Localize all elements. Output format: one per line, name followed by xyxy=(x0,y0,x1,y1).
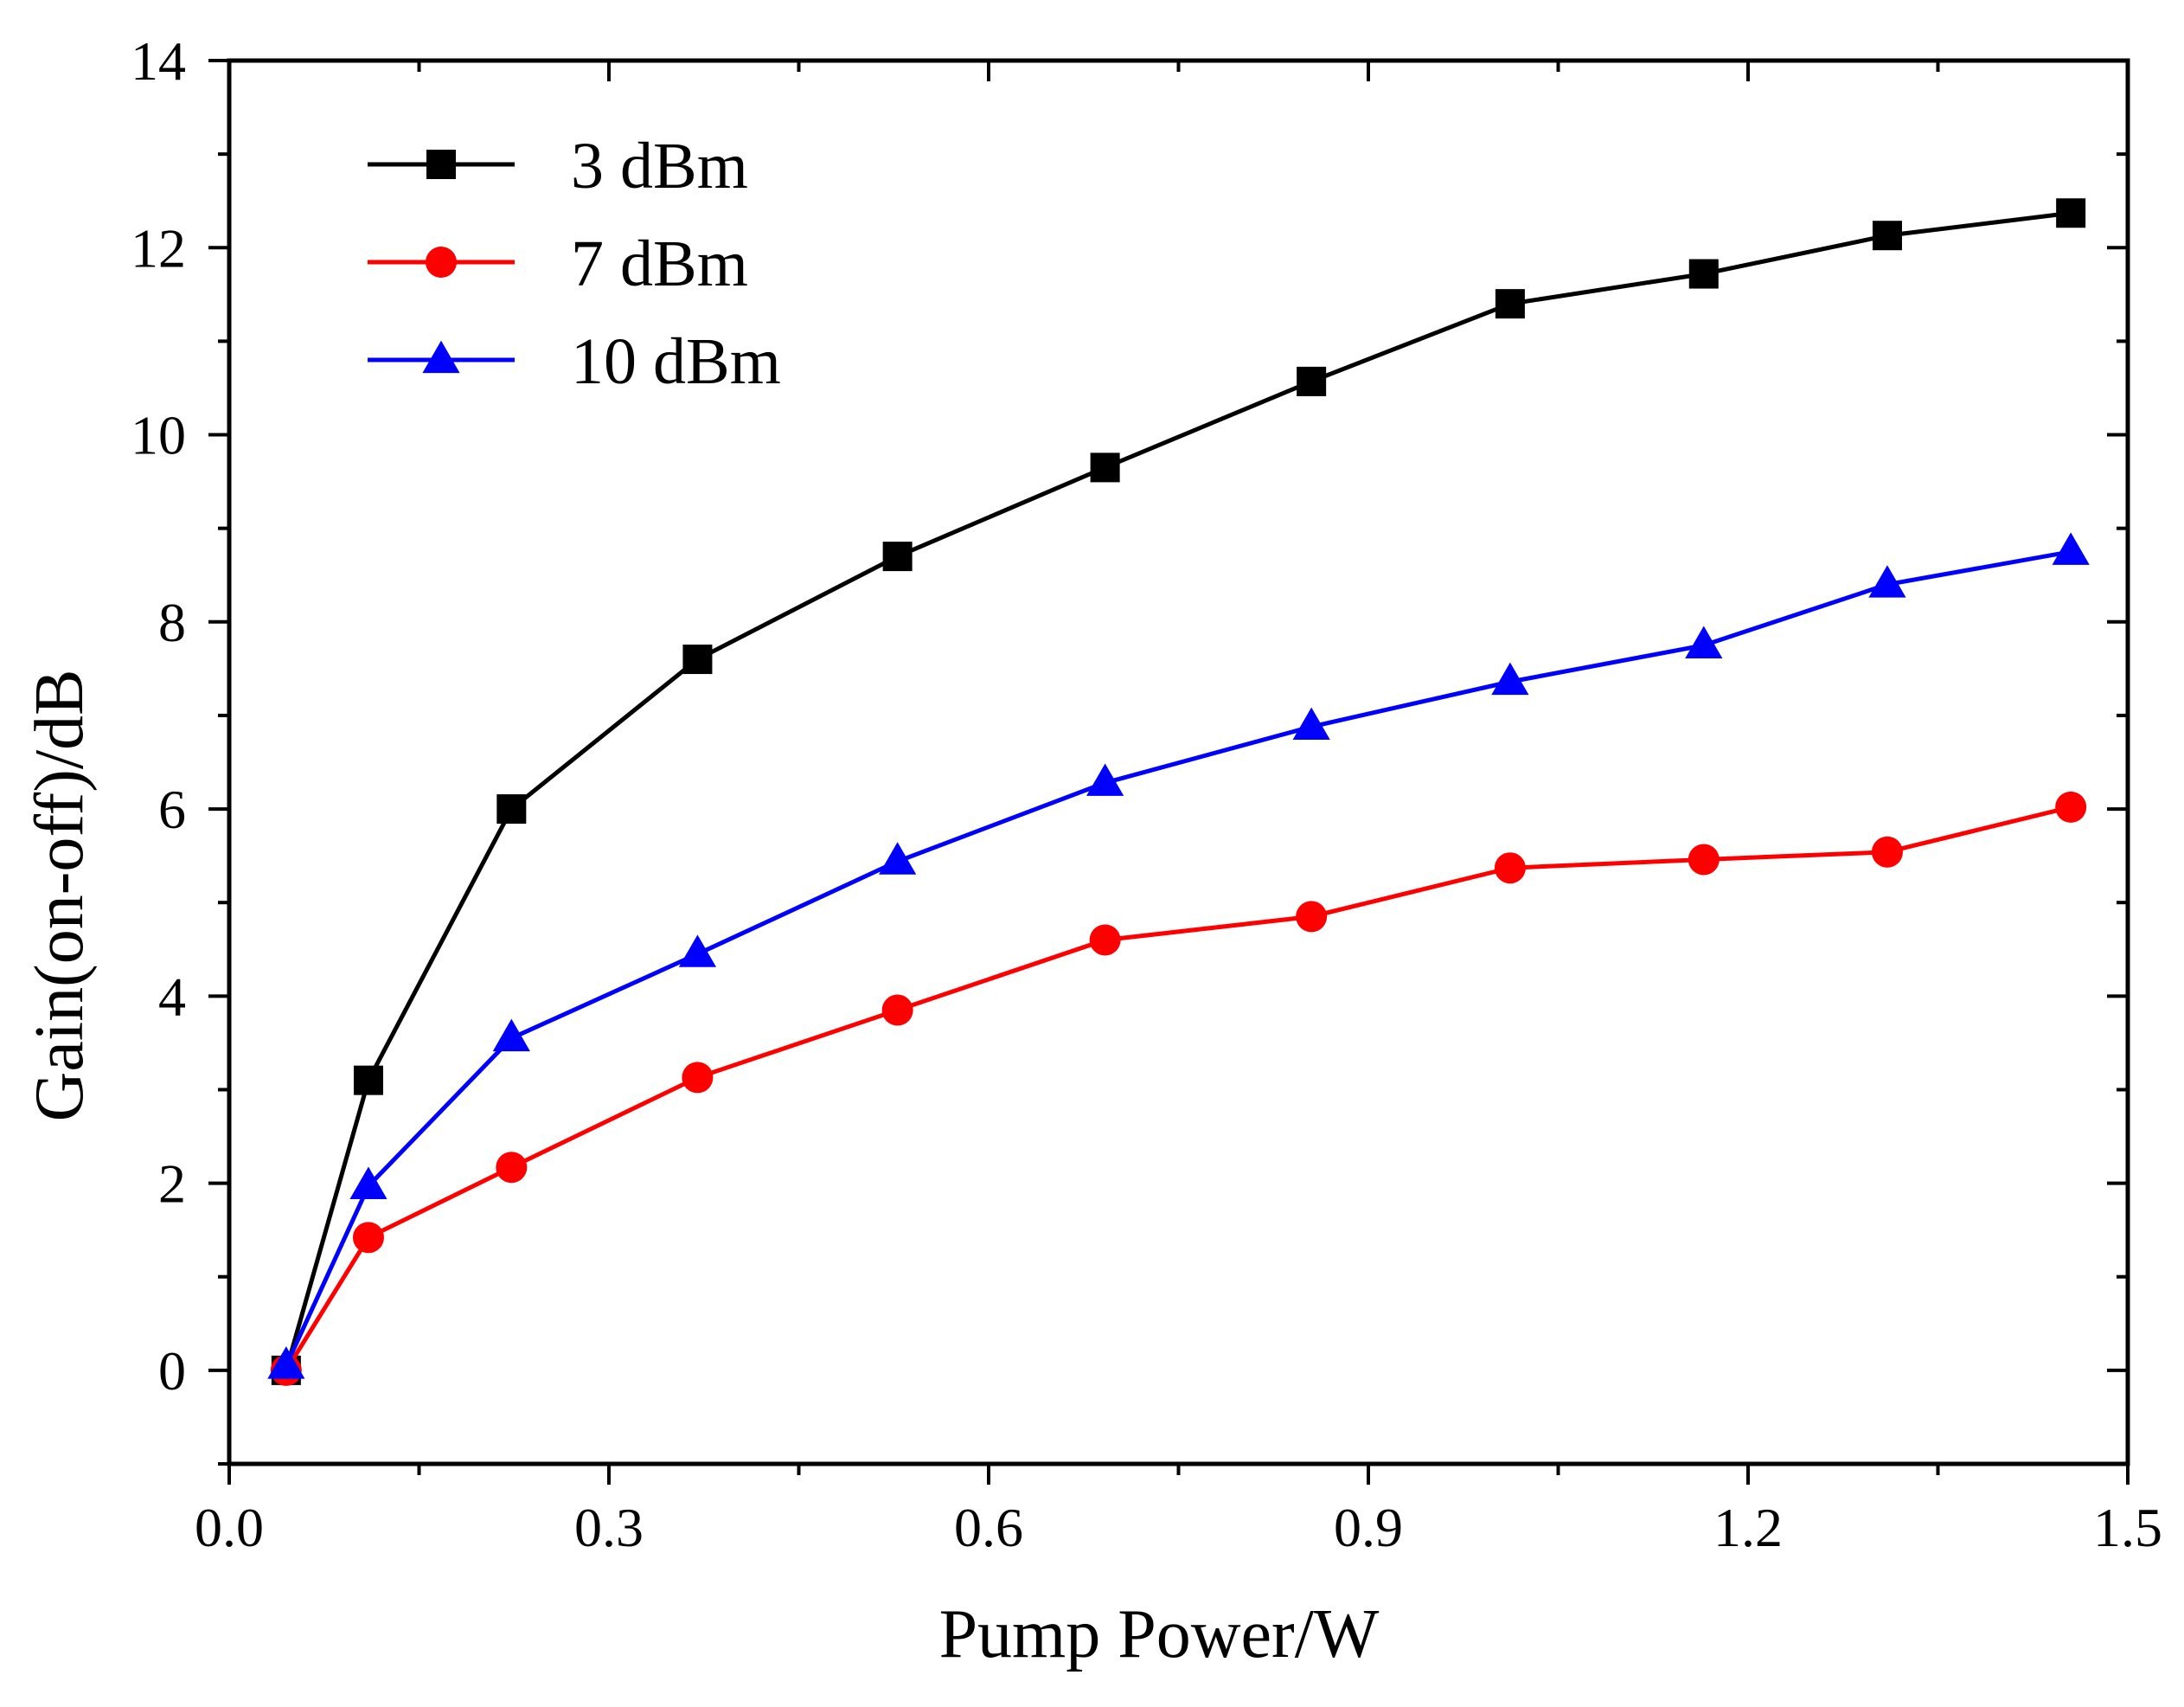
data-point-3-dbm xyxy=(1872,221,1902,251)
data-point-7-dbm xyxy=(352,1222,384,1254)
data-point-7-dbm xyxy=(682,1062,714,1094)
series-3-dbm xyxy=(271,198,2086,1385)
data-point-7-dbm xyxy=(1296,901,1328,933)
legend-item-3-dbm: 3 dBm xyxy=(368,130,748,202)
data-point-7-dbm xyxy=(2055,791,2087,823)
data-point-10-dbm xyxy=(1292,707,1330,741)
series-line-10-dbm xyxy=(284,549,2072,1367)
x-tick-label: 0.6 xyxy=(954,1497,1023,1558)
data-point-7-dbm xyxy=(1688,844,1720,876)
data-point-7-dbm xyxy=(881,994,913,1026)
data-point-3-dbm xyxy=(353,1065,383,1095)
x-tick-label: 1.2 xyxy=(1713,1497,1783,1558)
data-point-7-dbm xyxy=(496,1152,528,1184)
data-point-3-dbm xyxy=(1688,259,1719,289)
legend-item-7-dbm: 7 dBm xyxy=(368,228,748,300)
data-point-10-dbm xyxy=(1868,565,1906,598)
series-line-7-dbm xyxy=(284,805,2072,1372)
data-point-10-dbm xyxy=(492,1018,530,1052)
x-tick-label: 0.9 xyxy=(1334,1497,1403,1558)
x-tick-label: 1.5 xyxy=(2093,1497,2162,1558)
data-point-10-dbm xyxy=(879,842,917,875)
y-tick-label: 0 xyxy=(158,1340,186,1402)
x-tick-label: 0.3 xyxy=(574,1497,644,1558)
data-point-10-dbm xyxy=(267,1346,305,1379)
x-axis-title: Pump Power/W xyxy=(939,1596,1380,1672)
series-line-3-dbm xyxy=(284,210,2072,1371)
data-point-3-dbm xyxy=(2056,198,2086,228)
y-tick-label: 12 xyxy=(131,217,186,279)
data-point-7-dbm xyxy=(1494,852,1526,884)
data-point-10-dbm xyxy=(1086,763,1124,796)
legend-marker-10-dbm xyxy=(422,340,460,374)
legend-marker-7-dbm xyxy=(426,247,457,278)
x-tick-label: 0.0 xyxy=(195,1497,264,1558)
data-point-10-dbm xyxy=(349,1166,387,1199)
y-tick-label: 4 xyxy=(158,966,186,1027)
data-point-3-dbm xyxy=(682,645,713,675)
series-7-dbm xyxy=(270,791,2087,1386)
y-axis-title: Gain(on-off)/dB xyxy=(22,670,98,1122)
data-point-10-dbm xyxy=(2052,532,2090,565)
data-point-7-dbm xyxy=(1871,836,1903,868)
y-tick-label: 10 xyxy=(131,405,186,466)
data-point-3-dbm xyxy=(882,542,913,572)
data-point-10-dbm xyxy=(678,934,717,967)
y-tick-label: 6 xyxy=(158,779,186,840)
legend-label-7-dbm: 7 dBm xyxy=(571,228,748,300)
data-point-3-dbm xyxy=(1090,452,1120,483)
data-point-3-dbm xyxy=(1297,366,1327,396)
data-point-10-dbm xyxy=(1685,626,1723,658)
series-10-dbm xyxy=(267,532,2090,1379)
data-point-7-dbm xyxy=(1089,924,1121,956)
data-point-10-dbm xyxy=(1491,662,1529,696)
legend-label-10-dbm: 10 dBm xyxy=(571,325,781,398)
y-tick-label: 8 xyxy=(158,592,186,653)
y-tick-label: 14 xyxy=(131,30,186,92)
data-point-3-dbm xyxy=(1495,289,1525,319)
legend-marker-3-dbm xyxy=(426,150,456,179)
legend-label-3-dbm: 3 dBm xyxy=(571,130,748,202)
y-tick-label: 2 xyxy=(158,1153,186,1215)
data-point-3-dbm xyxy=(496,794,527,825)
legend-item-10-dbm: 10 dBm xyxy=(368,325,781,398)
